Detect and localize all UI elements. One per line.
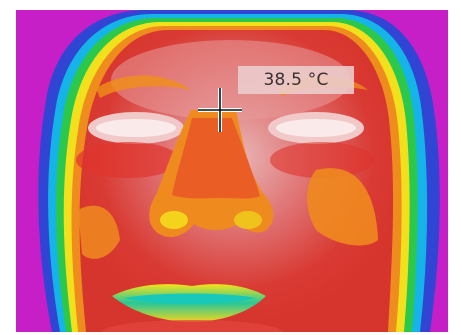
temperature-readout: 38.5 °C bbox=[238, 66, 354, 94]
thermal-image bbox=[16, 10, 448, 332]
crosshair-icon bbox=[198, 88, 242, 132]
